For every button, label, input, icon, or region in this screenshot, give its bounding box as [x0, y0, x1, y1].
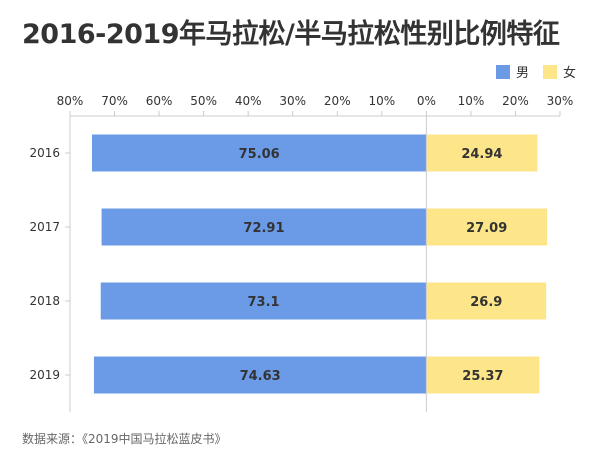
bar-male [100, 282, 427, 320]
data-label-male: 75.06 [239, 147, 280, 162]
data-label-male: 73.1 [248, 295, 280, 310]
data-label-female: 24.94 [461, 147, 502, 162]
legend-swatch-male [495, 64, 510, 79]
data-label-male: 72.91 [243, 221, 284, 236]
y-tick-label: 2019 [29, 368, 60, 382]
x-tick-label: 20% [324, 94, 351, 108]
legend-swatch-female [542, 64, 557, 79]
legend-label-female: 女 [562, 66, 576, 81]
y-tick-label: 2017 [29, 220, 60, 234]
chart-title: 2016-2019年马拉松/半马拉松性别比例特征 [22, 19, 560, 50]
x-tick-label: 40% [235, 94, 262, 108]
bar-male [101, 208, 427, 246]
x-tick-label: 30% [547, 94, 574, 108]
legend-item-male[interactable]: 男 [495, 62, 529, 81]
bar-male [92, 134, 427, 172]
bar-male [93, 356, 427, 394]
x-tick-label: 0% [417, 94, 436, 108]
data-label-female: 27.09 [466, 221, 507, 236]
legend-label-male: 男 [515, 66, 529, 81]
bar-female [426, 282, 547, 320]
y-tick-label: 2018 [29, 294, 60, 308]
x-tick-label: 80% [57, 94, 84, 108]
bar-female [426, 134, 538, 172]
data-label-female: 26.9 [470, 295, 502, 310]
data-source-note: 数据来源：《2019中国马拉松蓝皮书》 [22, 432, 227, 446]
x-tick-label: 20% [502, 94, 529, 108]
legend: 男 女 [482, 62, 576, 81]
data-label-male: 74.63 [240, 369, 281, 384]
x-tick-label: 70% [101, 94, 128, 108]
data-label-female: 25.37 [462, 369, 503, 384]
bar-female [426, 356, 540, 394]
legend-item-female[interactable]: 女 [542, 62, 576, 81]
x-tick-label: 30% [279, 94, 306, 108]
x-tick-label: 50% [190, 94, 217, 108]
bar-female [426, 208, 548, 246]
x-tick-label: 60% [146, 94, 173, 108]
x-tick-label: 10% [458, 94, 485, 108]
x-tick-label: 10% [368, 94, 395, 108]
y-tick-label: 2016 [29, 146, 60, 160]
